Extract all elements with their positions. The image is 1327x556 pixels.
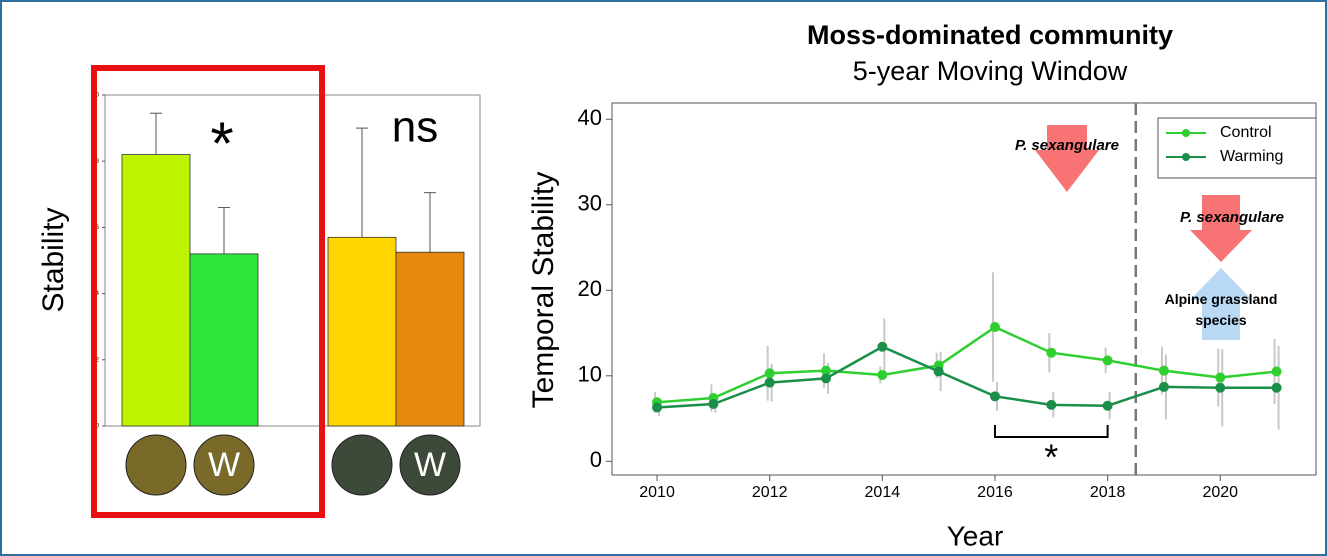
y-tick-label: 6 [96,225,100,231]
x-tick-label: 2010 [639,484,675,501]
legend-marker [1182,153,1190,161]
point [1158,381,1169,392]
point [821,365,832,376]
y-tick-label: 10 [578,362,602,387]
point [1158,365,1169,376]
x-tick-label: 2016 [977,484,1013,501]
point [1102,400,1113,411]
point [1046,347,1057,358]
point [1271,382,1282,393]
legend-label: Control [1220,124,1272,141]
bar [189,253,259,427]
point [877,369,888,380]
photo [193,434,255,496]
point [877,341,888,352]
y-tick-label: 2 [96,357,100,363]
point [1102,355,1113,366]
photo [125,434,187,496]
bracket [993,425,1109,438]
legend-label: Warming [1220,148,1283,165]
plot-frame [104,94,481,427]
x-tick-label: 2014 [865,484,901,501]
y-axis-label: Stability [37,207,70,312]
line [656,345,1277,409]
y-tick-label: 4 [96,291,100,297]
arrow [1190,268,1252,340]
y-tick-label: 30 [578,191,602,216]
x-tick-label: 2020 [1202,484,1238,501]
annotation: * [1044,437,1058,478]
annotation: P. sexangulare [1180,209,1284,226]
point [1215,382,1226,393]
y-tick-label: 8 [96,159,100,165]
point [989,391,1000,402]
y-axis-label: Temporal Stability [527,172,560,409]
arrow [1035,125,1099,192]
y-tick-label: 20 [578,276,602,301]
chart-subtitle: 5-year Moving Window [853,56,1128,86]
point [989,322,1000,333]
x-tick-label: W [208,446,240,484]
point [708,399,719,410]
legend-box [1157,117,1317,179]
line [656,325,1277,404]
x-axis-label: Year [947,520,1004,551]
point [764,377,775,388]
legend-marker [1182,129,1190,137]
point [764,368,775,379]
chart-title: Moss-dominated community [807,20,1173,50]
annotation: * [210,110,233,177]
point [933,366,944,377]
bar [327,236,397,427]
point [1215,372,1226,383]
annotation: P. sexangulare [1015,137,1119,154]
plot-frame [611,102,1317,476]
photo [399,434,461,496]
point [652,402,663,413]
x-tick-label: 2018 [1090,484,1126,501]
bar [395,251,465,427]
x-tick-label: W [414,446,446,484]
point [821,373,832,384]
photo [331,434,393,496]
y-tick-label: 40 [578,105,602,130]
annotation: ns [392,103,438,152]
point [1046,399,1057,410]
y-tick-label: 0 [590,447,602,472]
x-tick-label: 2012 [752,484,788,501]
y-tick-label: 0 [96,424,100,430]
arrow [1190,195,1252,262]
point [1271,366,1282,377]
bar [121,154,191,427]
highlight-box [91,65,325,518]
annotation: Alpine grassland species [1165,291,1278,328]
